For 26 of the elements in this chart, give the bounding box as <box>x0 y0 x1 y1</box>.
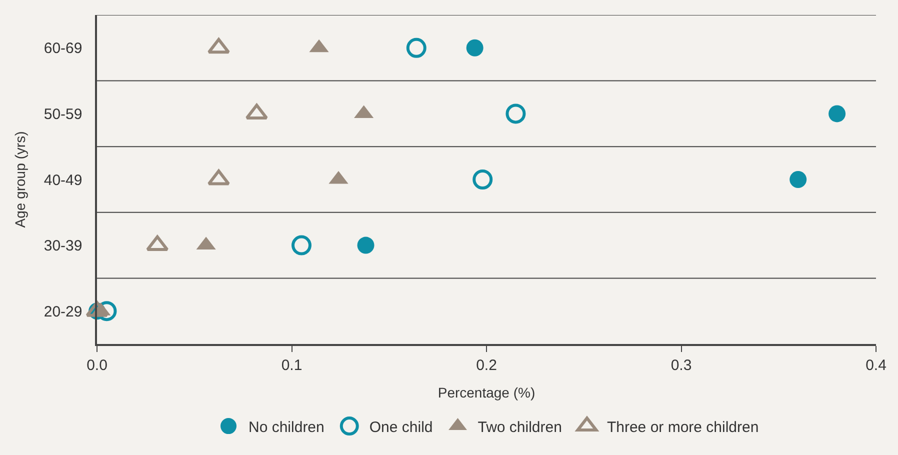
legend-label: Three or more children <box>606 418 759 436</box>
point <box>828 105 846 122</box>
x-tick-label: 0.2 <box>476 356 497 374</box>
x-tick-label: 0.3 <box>670 356 692 374</box>
legend-label: No children <box>248 418 324 436</box>
y-tick-label: 50-59 <box>44 106 82 123</box>
x-tick-label: 0.4 <box>866 356 886 374</box>
y-tick-label: 30-39 <box>44 238 82 255</box>
point <box>466 39 484 56</box>
x-tick-label: 0.1 <box>281 356 302 374</box>
point <box>146 235 169 252</box>
x-axis-title: Percentage (%) <box>438 384 536 401</box>
point <box>207 38 230 54</box>
y-tick-label: 40-49 <box>44 172 82 189</box>
point <box>292 235 312 256</box>
point <box>357 236 374 254</box>
y-tick-label: 60-69 <box>44 40 82 58</box>
point <box>506 104 526 124</box>
legend-label: Two children <box>478 418 562 436</box>
point <box>472 170 493 190</box>
point <box>790 171 807 188</box>
legend-label: One child <box>369 418 433 436</box>
y-tick-label: 20-29 <box>44 303 82 320</box>
point <box>406 38 426 58</box>
y-axis-title: Age group (yrs) <box>12 131 28 228</box>
x-tick-label: 0.0 <box>86 356 108 374</box>
